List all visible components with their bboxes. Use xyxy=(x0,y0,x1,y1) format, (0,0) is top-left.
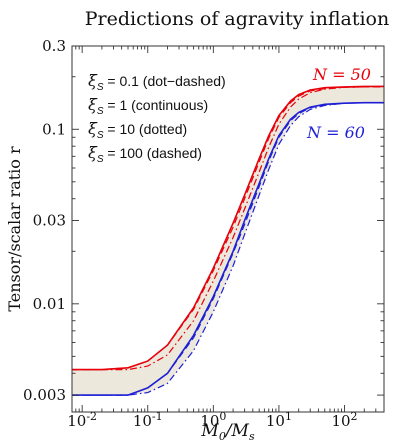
x-axis-label: M0/Ms xyxy=(200,421,255,440)
y-tick-label: 0.1 xyxy=(42,120,66,138)
x-tick-label: 10-1 xyxy=(133,410,163,430)
legend-entry: ξS = 10 (dotted) xyxy=(88,119,187,141)
y-tick-label: 0.3 xyxy=(42,37,66,55)
legend-entry: ξS = 1 (continuous) xyxy=(88,95,208,117)
y-tick-labels: 0.003 0.01 0.03 0.1 0.3 xyxy=(23,37,66,404)
plot-frame xyxy=(71,45,385,413)
x-tick-label: 101 xyxy=(266,410,292,430)
annotation-n60: N = 60 xyxy=(306,123,365,142)
x-tick-labels: 10-2 10-1 100 101 102 xyxy=(67,410,357,430)
series-line-n60-dot-dashed xyxy=(72,102,384,396)
series-layer xyxy=(72,85,385,396)
annotation-n50: N = 50 xyxy=(312,65,371,84)
chart-title: Predictions of agravity inflation xyxy=(85,8,390,30)
shaded-band xyxy=(72,86,384,396)
y-axis-label: Tensor/scalar ratio r xyxy=(5,146,24,312)
tick-layer xyxy=(71,46,385,412)
x-tick-label: 10-2 xyxy=(67,410,97,430)
legend: ξS = 0.1 (dot−dashed)ξS = 1 (continuous)… xyxy=(88,71,226,165)
y-tick-label: 0.03 xyxy=(33,212,66,230)
x-tick-label: 100 xyxy=(200,410,226,430)
legend-entry: ξS = 0.1 (dot−dashed) xyxy=(88,71,226,93)
series-line-n50-dot-dashed xyxy=(72,85,385,371)
x-tick-label: 102 xyxy=(331,410,357,430)
y-tick-label: 0.003 xyxy=(23,386,66,404)
legend-entry: ξS = 100 (dashed) xyxy=(88,143,202,165)
series-line-n50-continuous xyxy=(72,85,384,371)
band-layer xyxy=(72,86,384,396)
y-tick-label: 0.01 xyxy=(33,295,66,313)
